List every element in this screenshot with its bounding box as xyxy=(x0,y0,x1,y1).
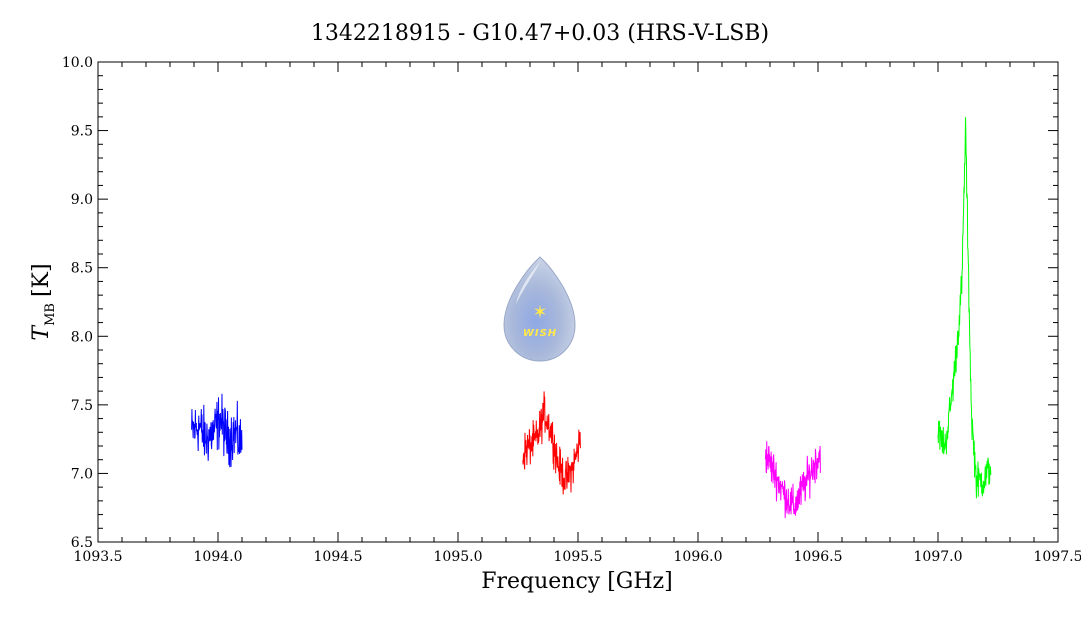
x-tick-label: 1095.5 xyxy=(554,549,603,565)
x-axis-label: Frequency [GHz] xyxy=(481,569,673,594)
series-layer xyxy=(191,117,992,519)
series-line-4 xyxy=(937,117,992,499)
x-tick-label: 1094.5 xyxy=(314,549,363,565)
y-tick-label: 9.0 xyxy=(71,192,93,208)
x-tick-label: 1096.0 xyxy=(674,549,723,565)
x-tick-label: 1097.0 xyxy=(914,549,963,565)
chart-title: 1342218915 - G10.47+0.03 (HRS-V-LSB) xyxy=(311,21,769,46)
star-icon: ✶ xyxy=(532,302,547,323)
y-tick-label: 7.5 xyxy=(71,398,93,414)
y-axis-label-symbol: T xyxy=(29,324,54,341)
x-tick-label: 1097.5 xyxy=(1034,549,1081,565)
y-tick-label: 6.5 xyxy=(71,535,93,551)
y-tick-label: 7.0 xyxy=(71,466,93,482)
series-line-2 xyxy=(522,391,581,495)
x-tick-label: 1095.0 xyxy=(434,549,483,565)
y-axis: 6.5 7.0 7.5 8.0 8.5 9.0 9.5 10.0 xyxy=(62,55,1058,551)
x-tick-label: 1093.5 xyxy=(74,549,123,565)
wish-logo: ✶ WISH xyxy=(503,256,576,362)
x-tick-label: 1096.5 xyxy=(794,549,843,565)
series-line-1 xyxy=(191,393,243,468)
drop-icon xyxy=(503,256,576,362)
plot-frame xyxy=(97,61,1059,543)
y-tick-label: 8.5 xyxy=(71,261,93,277)
y-axis-label: TMB [K] xyxy=(29,263,58,340)
x-tick-label: 1094.0 xyxy=(194,549,243,565)
series-line-3 xyxy=(764,441,821,519)
y-axis-label-subscript: MB xyxy=(43,303,58,326)
y-tick-label: 8.0 xyxy=(71,329,93,345)
logo-text: WISH xyxy=(523,328,557,339)
svg-text:TMB[K]: TMB [K] xyxy=(29,263,58,340)
y-axis-label-unit: [K] xyxy=(29,263,54,297)
y-tick-label: 9.5 xyxy=(71,124,93,140)
y-tick-label: 10.0 xyxy=(62,55,93,71)
x-axis: 1093.5 1094.0 1094.5 1095.0 1095.5 1096.0 1096… xyxy=(74,62,1081,565)
